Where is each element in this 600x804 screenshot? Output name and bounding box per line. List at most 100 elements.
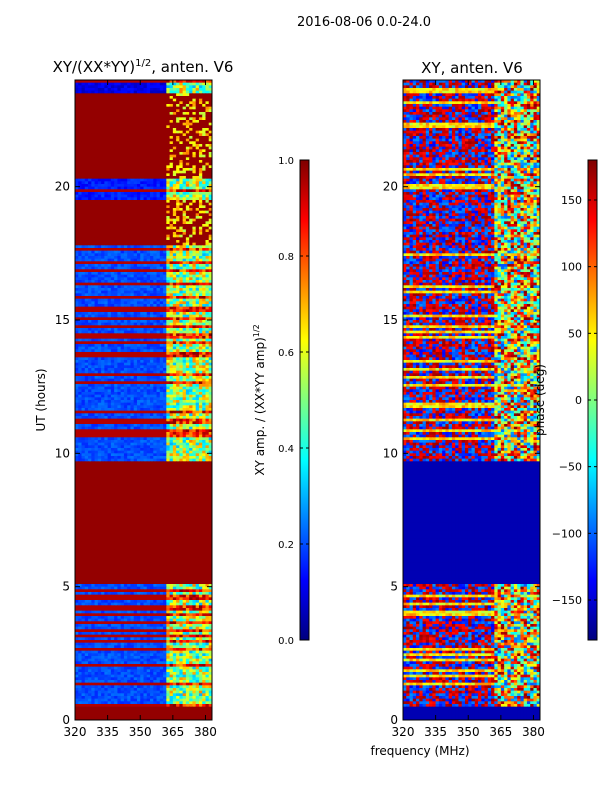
heatmap-cell	[123, 384, 128, 388]
heatmap-cell	[153, 240, 158, 244]
heatmap-cell	[176, 293, 180, 297]
heatmap-cell	[110, 152, 115, 156]
heatmap-cell	[91, 264, 96, 268]
heatmap-cell	[133, 240, 138, 244]
heatmap-cell	[156, 389, 161, 393]
heatmap-cell	[84, 229, 89, 233]
heatmap-cell	[114, 285, 118, 289]
heatmap-cell	[78, 98, 83, 102]
heatmap-cell	[172, 149, 177, 153]
heatmap-cell	[192, 336, 197, 340]
heatmap-cell	[156, 258, 161, 262]
heatmap-cell	[198, 280, 203, 284]
heatmap-cell	[120, 362, 125, 366]
heatmap-cell	[176, 176, 180, 180]
heatmap-cell	[114, 104, 118, 108]
heatmap-cell	[114, 253, 118, 257]
heatmap-cell	[208, 136, 212, 140]
heatmap-cell	[101, 98, 105, 102]
heatmap-cell	[88, 376, 92, 380]
heatmap-cell	[81, 213, 86, 217]
heatmap-cell	[91, 181, 96, 185]
heatmap-cell	[120, 392, 125, 396]
heatmap-cell	[120, 224, 125, 228]
heatmap-cell	[169, 341, 174, 345]
heatmap-cell	[127, 325, 132, 329]
heatmap-cell	[91, 186, 96, 190]
heatmap-cell	[75, 320, 79, 324]
heatmap-cell	[84, 144, 89, 148]
heatmap-cell	[88, 224, 92, 228]
heatmap-cell	[136, 306, 141, 310]
heatmap-cell	[153, 253, 158, 257]
heatmap-cell	[176, 304, 180, 308]
heatmap-cell	[146, 125, 151, 129]
heatmap-cell	[101, 304, 105, 308]
heatmap-cell	[150, 98, 154, 102]
heatmap-cell	[208, 258, 212, 262]
heatmap-cell	[185, 101, 190, 105]
heatmap-cell	[146, 221, 151, 225]
heatmap-cell	[130, 322, 135, 326]
heatmap-cell	[159, 216, 164, 220]
heatmap-cell	[202, 274, 207, 278]
heatmap-cell	[78, 186, 83, 190]
heatmap-cell	[110, 288, 115, 292]
heatmap-cell	[208, 240, 212, 244]
heatmap-cell	[104, 149, 109, 153]
heatmap-cell	[153, 122, 158, 126]
heatmap-cell	[133, 298, 138, 302]
heatmap-cell	[179, 98, 184, 102]
heatmap-cell	[110, 389, 115, 393]
heatmap-cell	[143, 285, 148, 289]
heatmap-cell	[166, 360, 171, 364]
heatmap-cell	[97, 306, 102, 310]
heatmap-cell	[130, 133, 135, 137]
heatmap-cell	[114, 352, 118, 356]
heatmap-cell	[104, 333, 109, 337]
heatmap-cell	[136, 368, 141, 372]
heatmap-cell	[94, 304, 99, 308]
heatmap-cell	[153, 250, 158, 254]
heatmap-cell	[172, 210, 177, 214]
heatmap-cell	[101, 136, 105, 140]
heatmap-cell	[185, 184, 190, 188]
heatmap-cell	[179, 176, 184, 180]
heatmap-cell	[169, 224, 174, 228]
heatmap-cell	[133, 248, 138, 252]
heatmap-cell	[192, 274, 197, 278]
heatmap-cell	[97, 376, 102, 380]
heatmap-cell	[120, 317, 125, 321]
heatmap-cell	[192, 112, 197, 116]
heatmap-cell	[169, 138, 174, 142]
heatmap-cell	[205, 317, 210, 321]
heatmap-cell	[185, 186, 190, 190]
heatmap-cell	[101, 349, 105, 353]
heatmap-cell	[208, 181, 212, 185]
heatmap-cell	[166, 301, 171, 305]
heatmap-cell	[153, 144, 158, 148]
heatmap-cell	[169, 373, 174, 377]
heatmap-cell	[101, 389, 105, 393]
heatmap-cell	[176, 357, 180, 361]
heatmap-cell	[123, 210, 128, 214]
heatmap-cell	[94, 173, 99, 177]
heatmap-cell	[110, 248, 115, 252]
heatmap-cell	[208, 192, 212, 196]
heatmap-cell	[123, 194, 128, 198]
heatmap-cell	[159, 328, 164, 332]
heatmap-cell	[84, 192, 89, 196]
heatmap-cell	[110, 98, 115, 102]
heatmap-cell	[130, 266, 135, 270]
heatmap-cell	[104, 221, 109, 225]
heatmap-cell	[182, 184, 187, 188]
heatmap-cell	[202, 200, 207, 204]
heatmap-cell	[202, 128, 207, 132]
heatmap-cell	[107, 96, 112, 100]
heatmap-cell	[195, 312, 200, 316]
heatmap-cell	[163, 152, 167, 156]
heatmap-cell	[150, 125, 154, 129]
heatmap-cell	[136, 285, 141, 289]
heatmap-cell	[146, 261, 151, 265]
heatmap-cell	[130, 194, 135, 198]
